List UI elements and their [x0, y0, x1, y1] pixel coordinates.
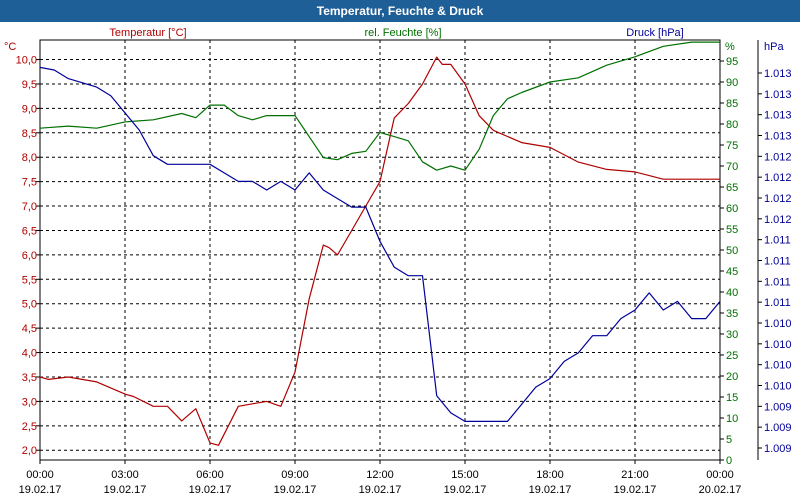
pressure-tick-label: 1.010	[764, 318, 792, 330]
pressure-tick-label: 1.009	[764, 401, 792, 413]
x-tick-date: 19.02.17	[19, 484, 62, 496]
x-tick-date: 19.02.17	[444, 484, 487, 496]
x-tick-time: 00:00	[706, 469, 734, 481]
humidity-axis-label: rel. Feuchte [%]	[364, 27, 441, 39]
humidity-tick-label: 85	[726, 98, 738, 110]
pressure-tick-label: 1.012	[764, 151, 792, 163]
pressure-tick-label: 1.010	[764, 339, 792, 351]
humidity-tick-label: 40	[726, 287, 738, 299]
pressure-tick-label: 1.011	[764, 256, 791, 268]
pressure-tick-label: 1.013	[764, 110, 792, 122]
pressure-tick-label: 1.010	[764, 381, 792, 393]
humidity-tick-label: 25	[726, 350, 738, 362]
temperature-tick-label: 6,0	[22, 250, 37, 262]
x-tick-date: 19.02.17	[529, 484, 572, 496]
temperature-tick-label: 2,5	[22, 421, 37, 433]
x-tick-date: 20.02.17	[699, 484, 742, 496]
temperature-tick-label: 7,5	[22, 177, 37, 189]
humidity-tick-label: 65	[726, 182, 738, 194]
pressure-tick-label: 1.009	[764, 443, 792, 455]
temperature-tick-label: 4,0	[22, 348, 37, 360]
pressure-tick-label: 1.013	[764, 131, 792, 143]
temperature-tick-label: 9,5	[22, 79, 37, 91]
temperature-tick-label: 6,5	[22, 225, 37, 237]
humidity-tick-label: 0	[726, 455, 732, 467]
temperature-tick-label: 5,5	[22, 274, 37, 286]
humidity-tick-label: 5	[726, 434, 732, 446]
temperature-tick-label: 8,0	[22, 152, 37, 164]
temperature-tick-label: 9,0	[22, 103, 37, 115]
pressure-tick-label: 1.013	[764, 68, 792, 80]
humidity-tick-label: 45	[726, 266, 738, 278]
humidity-tick-label: 50	[726, 245, 738, 257]
humidity-tick-label: 95	[726, 56, 738, 68]
chart-background	[0, 22, 800, 500]
humidity-tick-label: 60	[726, 203, 738, 215]
humidity-tick-label: 20	[726, 371, 738, 383]
temperature-tick-label: 3,5	[22, 372, 37, 384]
temperature-tick-label: 2,0	[22, 445, 37, 457]
pressure-tick-label: 1.013	[764, 89, 792, 101]
temperature-tick-label: 5,0	[22, 299, 37, 311]
x-tick-date: 19.02.17	[104, 484, 147, 496]
humidity-axis: 0 5 10 15 20 25 30 35 40 45 50 55 60 65 70 75 80 85 90 95	[720, 56, 738, 467]
x-tick-time: 15:00	[451, 469, 479, 481]
temperature-series-line	[39, 56, 720, 446]
pressure-tick-label: 1.011	[764, 276, 791, 288]
humidity-tick-label: 35	[726, 308, 738, 320]
pressure-unit-label: hPa	[764, 41, 784, 53]
x-tick-date: 19.02.17	[614, 484, 657, 496]
temperature-tick-label: 7,0	[22, 201, 37, 213]
x-axis: 00:00 19.02.17 03:00 19.02.17 06:00 19.02.17 0…	[19, 460, 742, 496]
temperature-tick-label: 8,5	[22, 128, 37, 140]
temperature-tick-label: 10,0	[16, 55, 37, 67]
x-tick-time: 03:00	[111, 469, 139, 481]
x-tick-time: 00:00	[26, 469, 54, 481]
grid	[40, 40, 720, 460]
x-tick-date: 19.02.17	[274, 484, 317, 496]
humidity-tick-label: 10	[726, 413, 738, 425]
chart-title: Temperatur, Feuchte & Druck	[0, 0, 800, 22]
pressure-tick-label: 1.010	[764, 360, 792, 372]
x-tick-time: 06:00	[196, 469, 224, 481]
pressure-axis: 1.009 1.009 1.009 1.010 1.010 1.010 1.010 1.011…	[758, 68, 792, 455]
x-tick-time: 18:00	[536, 469, 564, 481]
temperature-axis: 2,0 2,5 3,0 3,5 4,0 4,5 5,0 5,5 6,0 6,5 7,0 7,5 8,0 8…	[16, 55, 40, 457]
pressure-tick-label: 1.012	[764, 214, 792, 226]
temperature-tick-label: 3,0	[22, 396, 37, 408]
pressure-series-line	[39, 66, 721, 422]
pressure-tick-label: 1.009	[764, 422, 792, 434]
humidity-tick-label: 30	[726, 329, 738, 341]
humidity-tick-label: 75	[726, 140, 738, 152]
humidity-unit-label: %	[725, 41, 735, 53]
humidity-tick-label: 80	[726, 119, 738, 131]
temperature-tick-label: 4,5	[22, 323, 37, 335]
pressure-tick-label: 1.011	[764, 297, 791, 309]
pressure-tick-label: 1.011	[764, 235, 791, 247]
x-tick-time: 12:00	[366, 469, 394, 481]
humidity-series-line	[39, 41, 720, 171]
pressure-tick-label: 1.012	[764, 172, 792, 184]
humidity-tick-label: 55	[726, 224, 738, 236]
temperature-axis-label: Temperatur [°C]	[109, 27, 186, 39]
humidity-tick-label: 15	[726, 392, 738, 404]
x-tick-date: 19.02.17	[359, 484, 402, 496]
humidity-tick-label: 70	[726, 161, 738, 173]
humidity-tick-label: 90	[726, 77, 738, 89]
x-tick-date: 19.02.17	[189, 484, 232, 496]
pressure-axis-label: Druck [hPa]	[626, 27, 683, 39]
x-tick-time: 21:00	[621, 469, 649, 481]
temperature-unit-label: °C	[4, 41, 16, 53]
series-lines	[39, 41, 721, 446]
x-tick-time: 09:00	[281, 469, 309, 481]
pressure-tick-label: 1.012	[764, 193, 792, 205]
